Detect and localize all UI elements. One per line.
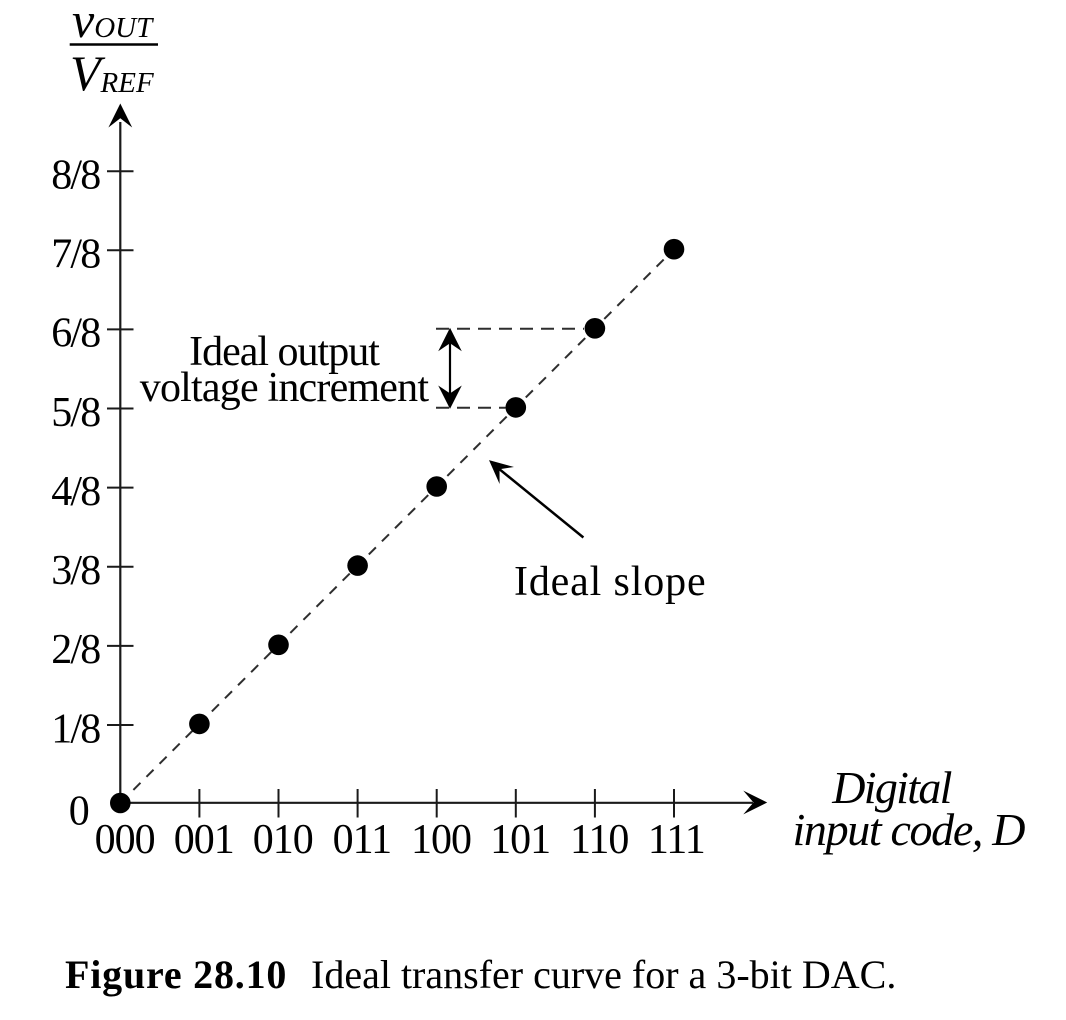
svg-text:001: 001 [174,817,234,863]
svg-text:011: 011 [333,817,391,863]
svg-text:000: 000 [95,817,155,863]
svg-text:2/8: 2/8 [51,627,100,673]
svg-text:0: 0 [69,788,89,834]
svg-text:Ideal output: Ideal output [189,329,380,375]
svg-text:3/8: 3/8 [51,548,100,594]
svg-text:101: 101 [490,817,550,863]
svg-text:input code, D: input code, D [793,804,1026,855]
svg-text:110: 110 [570,817,628,863]
svg-text:6/8: 6/8 [51,311,100,357]
svg-text:VREF: VREF [70,45,154,101]
svg-text:010: 010 [253,817,313,863]
svg-text:5/8: 5/8 [51,390,100,436]
svg-text:voltage increment: voltage increment [140,365,430,411]
svg-text:100: 100 [411,817,471,863]
svg-text:8/8: 8/8 [51,153,100,199]
svg-text:7/8: 7/8 [51,232,100,278]
svg-text:Ideal slope: Ideal slope [514,559,706,605]
svg-text:1/8: 1/8 [51,706,100,752]
svg-text:4/8: 4/8 [51,469,100,515]
svg-text:vOUT: vOUT [72,0,154,48]
svg-text:111: 111 [648,817,705,863]
svg-text:Digital: Digital [831,762,951,813]
